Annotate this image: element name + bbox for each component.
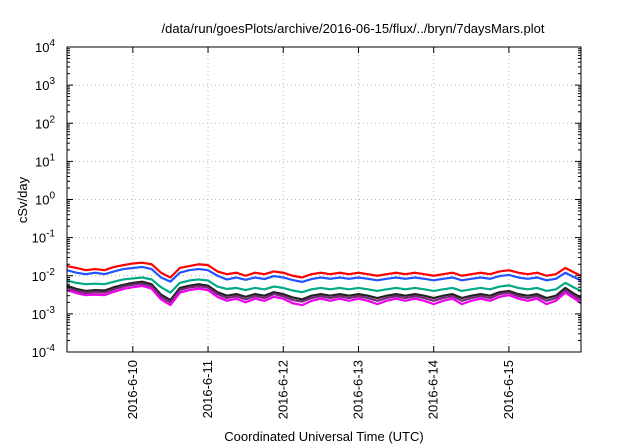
x-tick-label: 2016-6-15 (501, 360, 516, 419)
y-tick-mantissa: 10 (35, 78, 49, 93)
series-layer (66, 261, 582, 307)
y-axis-title: cSv/day (15, 176, 30, 223)
y-tick-exponent: 3 (49, 76, 55, 87)
series-line-2 (66, 265, 582, 283)
x-tick-label: 2016-6-12 (275, 360, 290, 419)
y-tick-mantissa: 10 (35, 154, 49, 169)
y-tick-exponent: 0 (49, 191, 55, 202)
y-tick-label: 102 (35, 114, 55, 131)
y-tick-mantissa: 10 (32, 307, 46, 322)
y-tick-exponent: -4 (46, 343, 55, 354)
y-tick-mantissa: 10 (32, 269, 46, 284)
y-tick-exponent: -1 (46, 229, 55, 240)
y-tick-label: 10-3 (32, 305, 56, 322)
series-line-4 (66, 280, 582, 302)
y-tick-label: 104 (35, 38, 55, 55)
x-axis-title: Coordinated Universal Time (UTC) (224, 429, 423, 444)
y-tick-mantissa: 10 (32, 231, 46, 246)
series-line-3 (66, 276, 582, 294)
series-line-5 (66, 282, 582, 304)
x-tick-label: 2016-6-13 (350, 360, 365, 419)
y-tick-label: 100 (35, 191, 55, 208)
axis-layer: 10-410-310-210-11001011021031042016-6-10… (32, 38, 581, 419)
x-tick-label: 2016-6-11 (200, 360, 215, 418)
y-tick-label: 10-4 (32, 343, 56, 360)
y-tick-exponent: -2 (46, 267, 55, 278)
y-tick-mantissa: 10 (35, 40, 49, 55)
y-tick-mantissa: 10 (32, 345, 46, 360)
y-tick-mantissa: 10 (35, 193, 49, 208)
y-tick-label: 101 (35, 152, 55, 169)
x-tick-label: 2016-6-14 (426, 360, 441, 419)
series-line-6 (66, 284, 582, 307)
y-tick-exponent: 4 (49, 38, 55, 49)
y-tick-label: 10-1 (32, 229, 56, 246)
x-tick-label: 2016-6-10 (125, 360, 140, 419)
y-tick-exponent: 1 (49, 152, 55, 163)
y-tick-exponent: 2 (49, 114, 55, 125)
y-tick-label: 103 (35, 76, 55, 93)
y-tick-mantissa: 10 (35, 116, 49, 131)
grid-layer (67, 47, 581, 352)
series-line-1 (66, 261, 582, 279)
y-tick-exponent: -3 (46, 305, 55, 316)
y-tick-label: 10-2 (32, 267, 56, 284)
chart-title: /data/run/goesPlots/archive/2016-06-15/f… (162, 21, 545, 36)
